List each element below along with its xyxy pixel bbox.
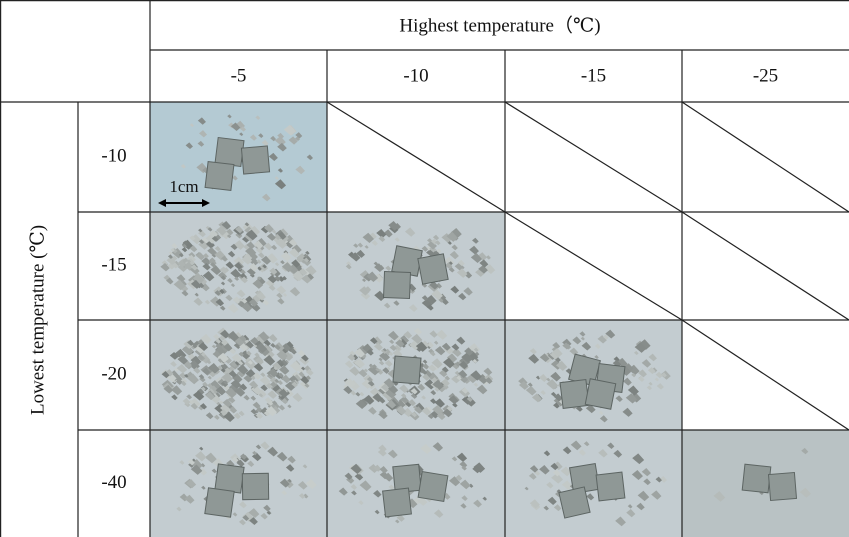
diagonal (682, 212, 849, 320)
cube (418, 472, 448, 502)
cube (215, 464, 244, 493)
row-label: -10 (101, 145, 126, 166)
diagonal (327, 102, 505, 212)
row-header: Lowest temperature (℃) (27, 225, 48, 415)
cube (205, 488, 234, 517)
cube (241, 146, 269, 174)
cube (560, 380, 589, 409)
cube (418, 254, 448, 284)
column-label: -10 (403, 65, 428, 86)
cube (384, 272, 411, 299)
row-label: -40 (101, 472, 126, 493)
header-title: Highest temperature（℃) (399, 14, 600, 36)
cube (383, 488, 412, 517)
cube (768, 472, 796, 500)
cube (393, 356, 421, 384)
row-label: -15 (101, 254, 126, 275)
cube (205, 162, 234, 191)
cube (585, 379, 615, 409)
column-label: -5 (231, 65, 247, 86)
cube (596, 472, 625, 501)
cube (742, 464, 771, 493)
row-label: -20 (101, 363, 126, 384)
cube (215, 138, 244, 167)
diagonal (505, 212, 682, 320)
diagonal (682, 102, 849, 212)
results-table: Highest temperature（℃) Lowest temperatur… (0, 0, 849, 537)
cube (242, 473, 268, 499)
column-label: -15 (581, 65, 606, 86)
scale-label: 1cm (169, 177, 198, 196)
column-label: -25 (753, 65, 778, 86)
diagonal (505, 102, 682, 212)
cube (559, 487, 590, 518)
diagonal (682, 320, 849, 430)
